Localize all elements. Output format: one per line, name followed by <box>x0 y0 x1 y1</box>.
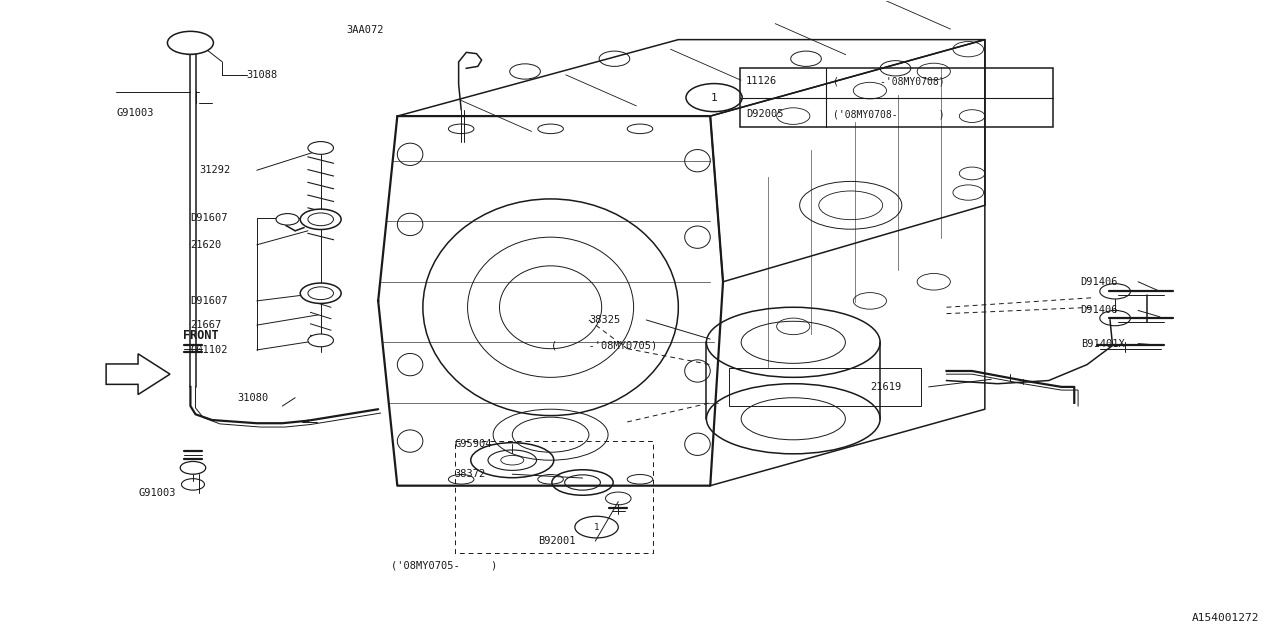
Text: D91607: D91607 <box>191 296 228 306</box>
Text: D92005: D92005 <box>746 109 783 119</box>
Text: 3AA072: 3AA072 <box>346 25 384 35</box>
Text: 11126: 11126 <box>746 76 777 86</box>
Text: A154001272: A154001272 <box>1192 612 1260 623</box>
Text: 21620: 21620 <box>191 240 221 250</box>
Text: D91607: D91607 <box>191 213 228 223</box>
Text: B92001: B92001 <box>538 536 575 546</box>
Text: ('08MY0705-     ): ('08MY0705- ) <box>390 561 497 570</box>
Text: D91406: D91406 <box>1080 305 1119 316</box>
Text: G91003: G91003 <box>138 488 175 499</box>
Text: 1: 1 <box>710 93 718 102</box>
Text: 21667: 21667 <box>191 320 221 330</box>
Circle shape <box>308 141 334 154</box>
Text: 38325: 38325 <box>589 315 621 325</box>
Text: FRONT: FRONT <box>183 330 219 342</box>
Text: (     -'08MY0705): ( -'08MY0705) <box>550 340 657 351</box>
Bar <box>740 68 1052 127</box>
Text: G91003: G91003 <box>116 108 154 118</box>
Text: (       -'08MY0708): ( -'08MY0708) <box>833 76 945 86</box>
Text: B91401X: B91401X <box>1080 339 1124 349</box>
Text: G01102: G01102 <box>191 345 228 355</box>
Text: 31088: 31088 <box>247 70 278 79</box>
Bar <box>730 368 922 406</box>
Text: D91406: D91406 <box>1080 276 1119 287</box>
Text: 38372: 38372 <box>454 469 486 479</box>
Text: 1: 1 <box>594 523 599 532</box>
Text: 31292: 31292 <box>200 165 230 175</box>
Text: 31080: 31080 <box>238 393 269 403</box>
Text: G95904: G95904 <box>454 439 493 449</box>
Text: 21619: 21619 <box>870 382 901 392</box>
Polygon shape <box>106 354 170 394</box>
Circle shape <box>168 31 214 54</box>
Text: ('08MY0708-       ): ('08MY0708- ) <box>833 109 945 119</box>
Circle shape <box>276 214 300 225</box>
Circle shape <box>301 283 342 303</box>
Circle shape <box>301 209 342 230</box>
Circle shape <box>308 334 334 347</box>
